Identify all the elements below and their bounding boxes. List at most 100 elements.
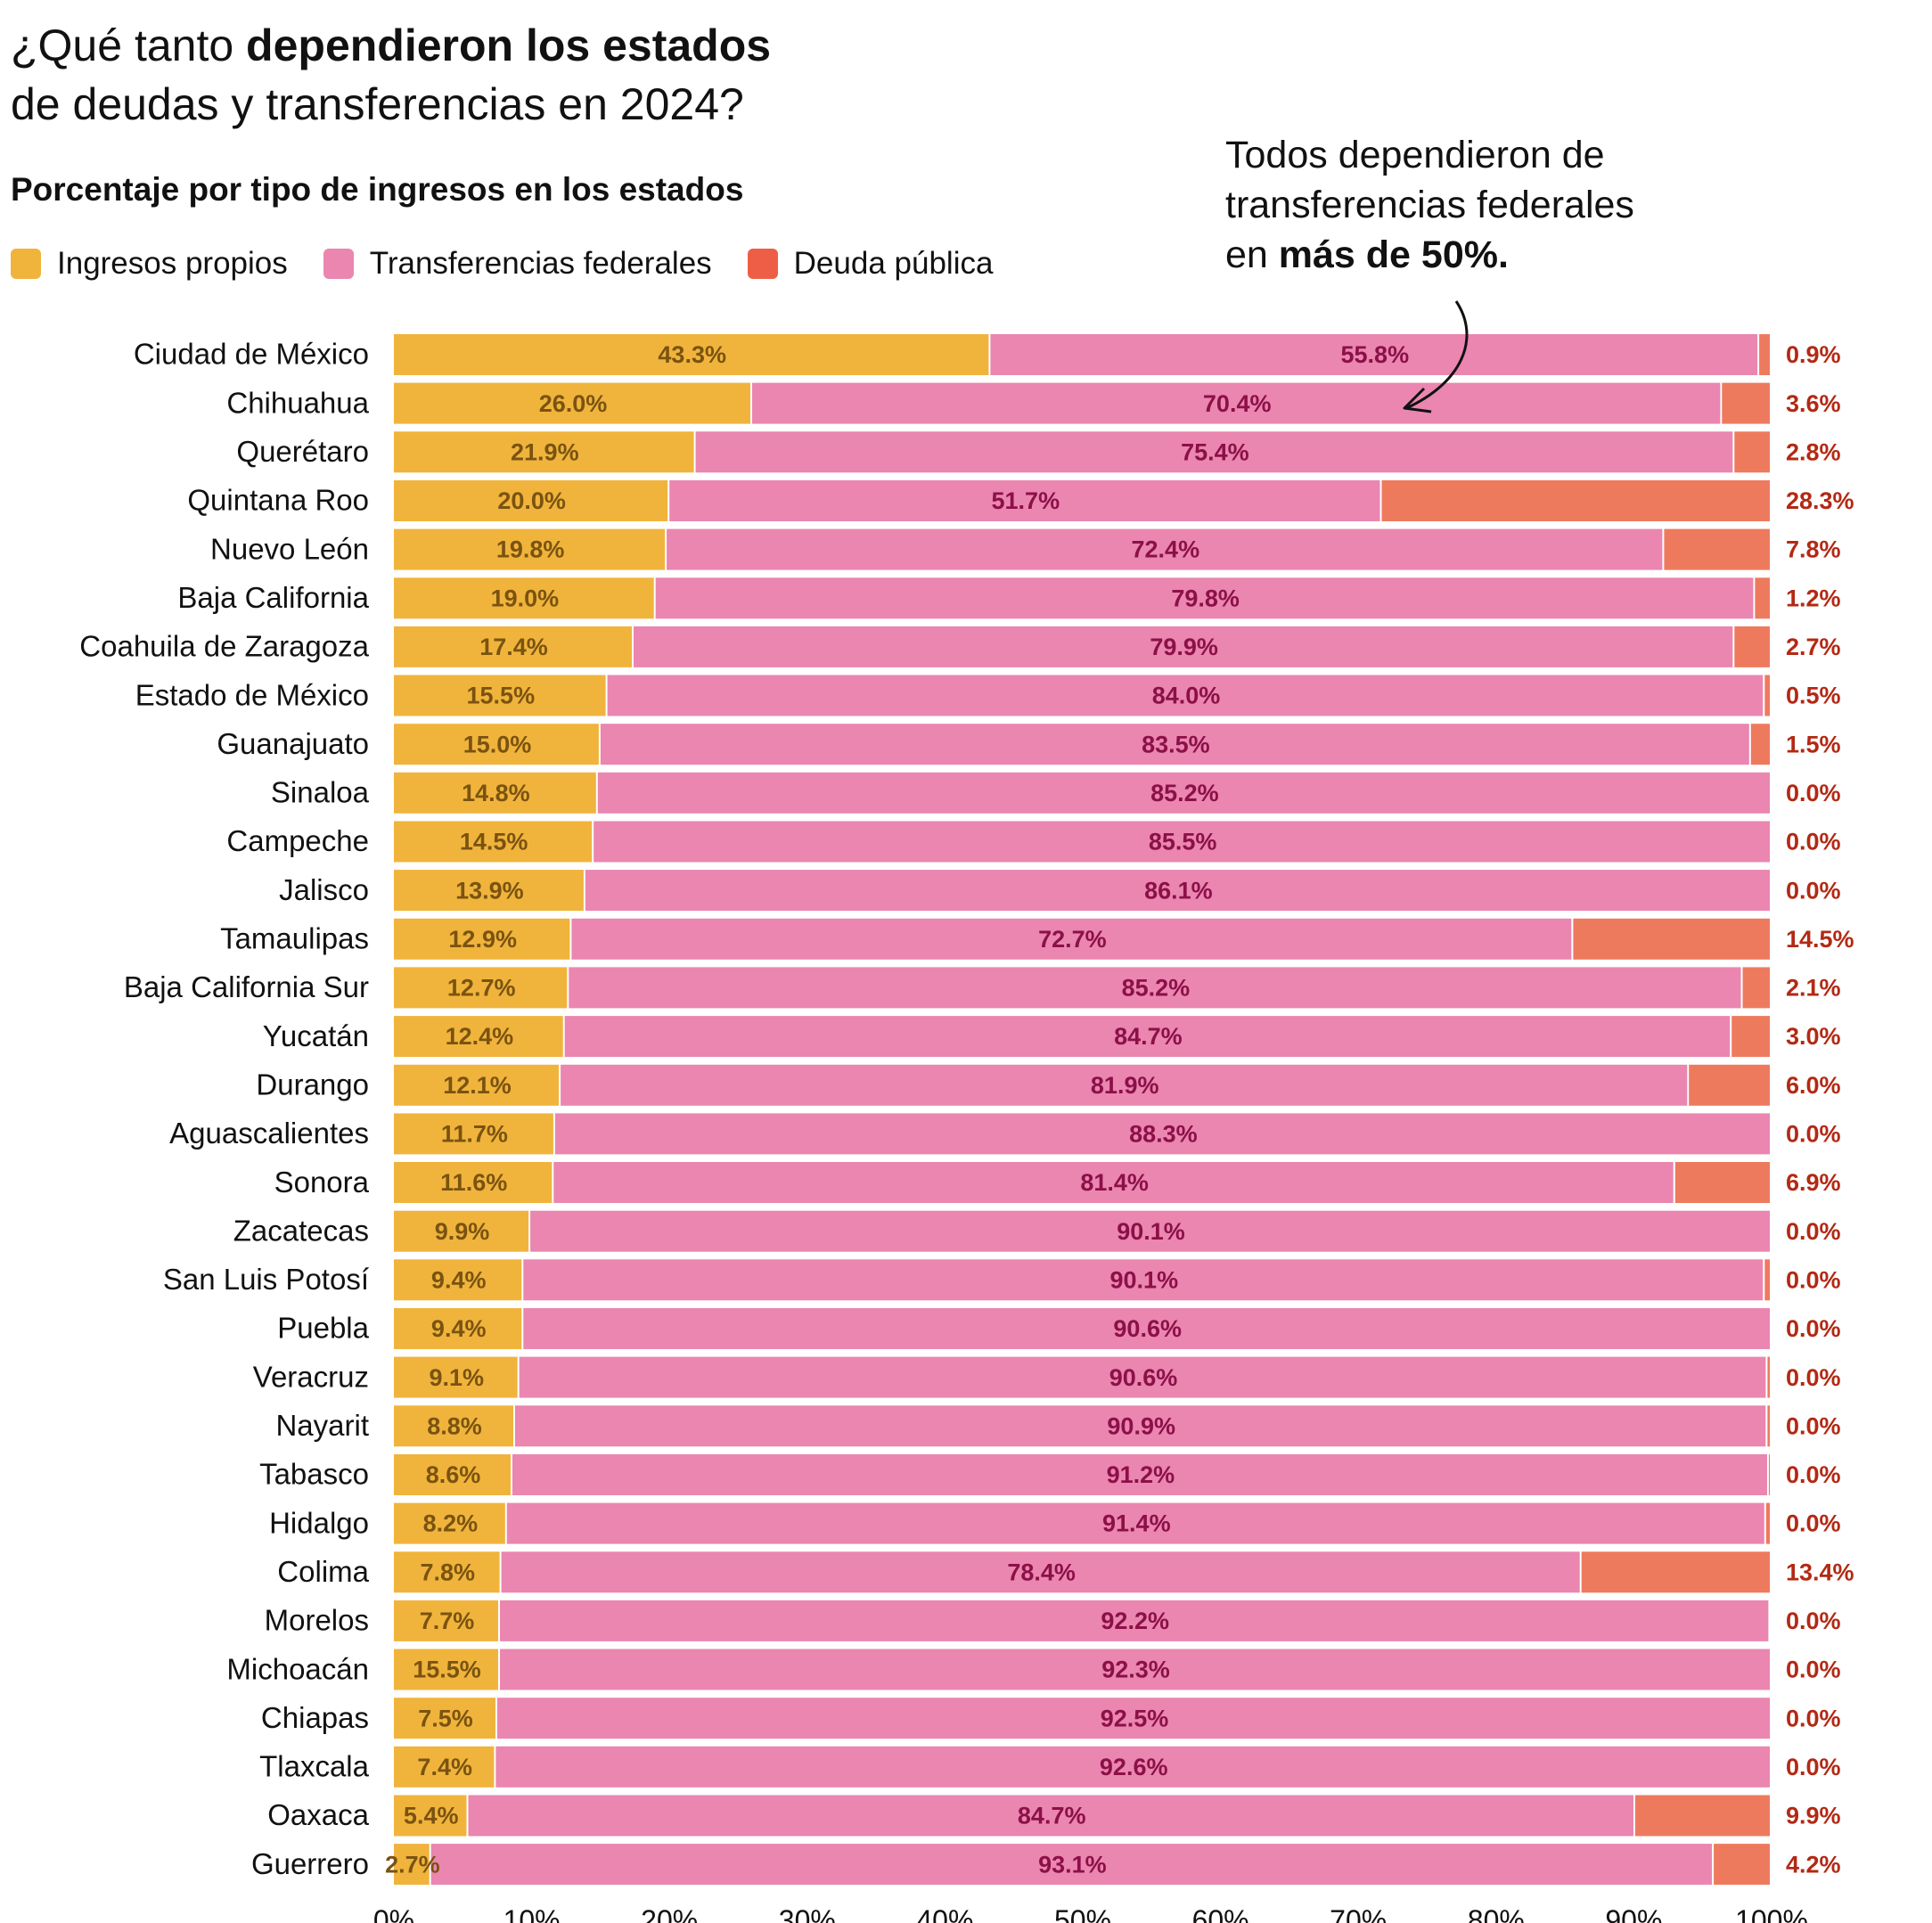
bar-transferencias	[430, 1844, 1713, 1886]
data-label-deuda: 7.8%	[1786, 536, 1841, 563]
bar-ingresos-propios	[394, 821, 593, 863]
data-label-ingresos-propios: 9.4%	[431, 1266, 487, 1293]
category-label-aguascalientes: Aguascalientes	[169, 1117, 369, 1150]
data-label-transferencias: 79.9%	[1150, 634, 1218, 660]
bar-deuda	[1381, 480, 1770, 521]
data-label-transferencias: 90.1%	[1117, 1218, 1185, 1245]
data-label-deuda: 4.2%	[1786, 1851, 1841, 1878]
data-label-ingresos-propios: 7.4%	[417, 1754, 472, 1780]
bar-transferencias	[500, 1600, 1769, 1641]
bar-deuda	[1731, 1016, 1770, 1058]
bar-ingresos-propios	[394, 382, 750, 424]
data-label-deuda: 0.0%	[1786, 1705, 1841, 1731]
data-label-ingresos-propios: 14.5%	[460, 829, 528, 855]
bar-transferencias	[512, 1454, 1767, 1495]
data-label-deuda: 0.0%	[1786, 1218, 1841, 1245]
category-label-tabasco: Tabasco	[259, 1458, 369, 1491]
data-label-transferencias: 72.7%	[1038, 926, 1107, 953]
labels-group: Ciudad de México 43.3% 55.8% 0.9% Chihuahua 2…	[79, 338, 1854, 1880]
category-label-estado-de-mexico: Estado de México	[135, 678, 369, 711]
bar-deuda	[1722, 382, 1770, 424]
data-label-transferencias: 85.2%	[1122, 975, 1191, 1002]
data-label-transferencias: 72.4%	[1132, 536, 1200, 563]
chart-title: ¿Qué tanto dependieron los estados de deu…	[11, 16, 771, 134]
category-label-chiapas: Chiapas	[261, 1701, 369, 1734]
data-label-ingresos-propios: 15.5%	[467, 683, 536, 709]
category-label-sinaloa: Sinaloa	[271, 776, 370, 809]
category-label-baja-california-sur: Baja California Sur	[124, 970, 369, 1003]
annotation-line-3-bold: más de 50%.	[1278, 233, 1509, 276]
data-label-transferencias: 85.2%	[1150, 780, 1219, 806]
data-label-ingresos-propios: 15.5%	[413, 1657, 481, 1683]
annotation-arrowhead	[1403, 387, 1432, 413]
data-label-ingresos-propios: 19.0%	[491, 585, 560, 611]
data-label-ingresos-propios: 2.7%	[385, 1851, 440, 1878]
bar-deuda	[1767, 1356, 1770, 1398]
bar-transferencias	[634, 626, 1733, 667]
legend-label-transferencias: Transferencias federales	[369, 246, 712, 281]
bar-ingresos-propios	[394, 1113, 553, 1155]
data-label-ingresos-propios: 8.2%	[423, 1510, 479, 1537]
data-label-transferencias: 55.8%	[1341, 341, 1410, 368]
category-label-morelos: Morelos	[265, 1604, 369, 1637]
data-label-deuda: 1.2%	[1786, 585, 1841, 611]
bar-transferencias	[607, 675, 1764, 716]
bar-transferencias	[506, 1502, 1764, 1544]
bar-transferencias	[501, 1551, 1580, 1593]
data-label-transferencias: 92.6%	[1100, 1754, 1168, 1780]
data-label-deuda: 0.0%	[1786, 1315, 1841, 1342]
bar-deuda	[1664, 528, 1770, 570]
data-label-deuda: 3.6%	[1786, 390, 1841, 417]
bar-ingresos-propios	[394, 1356, 518, 1398]
data-label-ingresos-propios: 7.7%	[420, 1608, 475, 1634]
data-label-ingresos-propios: 14.8%	[462, 780, 530, 806]
bar-ingresos-propios	[394, 1551, 500, 1593]
bar-transferencias	[571, 918, 1572, 960]
title-line-2: de deudas y transferencias en 2024?	[11, 79, 744, 129]
bar-transferencias	[468, 1795, 1633, 1837]
x-tick-label: 0%	[373, 1904, 414, 1923]
bar-ingresos-propios	[394, 1795, 467, 1837]
category-label-colima: Colima	[277, 1555, 369, 1588]
x-tick-label: 100%	[1735, 1904, 1808, 1923]
bar-ingresos-propios	[394, 1016, 563, 1058]
legend-swatch-transferencias	[323, 249, 354, 279]
data-label-deuda: 0.0%	[1786, 1657, 1841, 1683]
data-label-ingresos-propios: 15.0%	[463, 731, 532, 757]
data-label-transferencias: 92.2%	[1101, 1608, 1169, 1634]
data-label-transferencias: 84.7%	[1018, 1803, 1086, 1829]
category-label-yucatan: Yucatán	[263, 1019, 369, 1052]
x-tick-label: 50%	[1054, 1904, 1111, 1923]
bar-transferencias	[695, 431, 1733, 473]
bar-ingresos-propios	[394, 480, 668, 521]
data-label-deuda: 0.0%	[1786, 1608, 1841, 1634]
data-label-ingresos-propios: 9.4%	[431, 1315, 487, 1342]
bars-group	[394, 334, 1771, 1886]
bar-transferencias	[515, 1405, 1766, 1447]
annotation-line-1: Todos dependieron de	[1225, 134, 1605, 176]
bar-transferencias	[669, 480, 1380, 521]
bar-deuda	[1764, 675, 1770, 716]
data-label-transferencias: 79.8%	[1171, 585, 1240, 611]
x-tick-label: 10%	[503, 1904, 561, 1923]
bar-deuda	[1674, 1162, 1770, 1203]
bar-deuda	[1734, 431, 1770, 473]
data-label-transferencias: 88.3%	[1129, 1121, 1198, 1148]
legend-item-ingresos-propios: Ingresos propios	[11, 246, 288, 282]
title-bold: dependieron los estados	[246, 20, 772, 70]
bar-transferencias	[564, 1016, 1731, 1058]
data-label-transferencias: 70.4%	[1203, 390, 1272, 417]
bar-ingresos-propios	[394, 1698, 495, 1739]
data-label-transferencias: 90.6%	[1113, 1315, 1182, 1342]
x-tick-label: 70%	[1330, 1904, 1387, 1923]
category-label-zacatecas: Zacatecas	[233, 1214, 369, 1247]
bar-ingresos-propios	[394, 675, 606, 716]
category-label-hidalgo: Hidalgo	[269, 1506, 369, 1539]
data-label-transferencias: 91.4%	[1102, 1510, 1171, 1537]
bar-deuda	[1750, 724, 1770, 765]
annotation-line-3-prefix: en	[1225, 233, 1279, 276]
data-label-ingresos-propios: 12.4%	[446, 1023, 514, 1050]
bar-deuda	[1573, 918, 1770, 960]
bar-ingresos-propios	[394, 1405, 513, 1447]
data-label-deuda: 2.7%	[1786, 634, 1841, 660]
